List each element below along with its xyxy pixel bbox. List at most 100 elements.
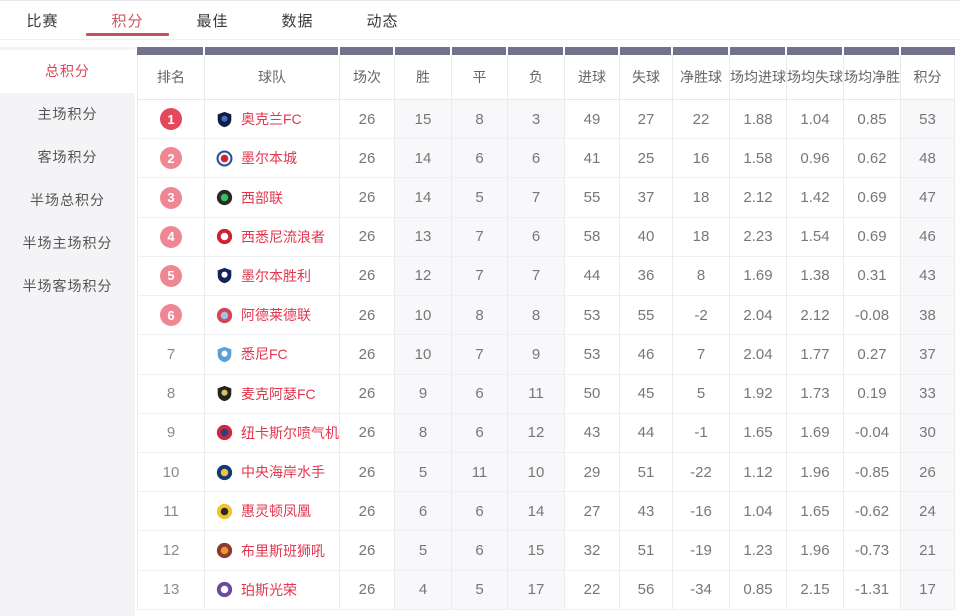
team-name-link[interactable]: 奥克兰FC bbox=[241, 111, 302, 128]
tab-item[interactable]: 动态 bbox=[366, 12, 399, 30]
tab-item[interactable]: 比赛 bbox=[26, 12, 59, 30]
cell-played: 26 bbox=[340, 452, 395, 493]
cell-avg_gf: 1.12 bbox=[730, 452, 787, 493]
cell-loss: 7 bbox=[508, 178, 565, 218]
column-header-strip bbox=[137, 47, 205, 55]
cell-draw: 5 bbox=[452, 178, 508, 218]
cell-avg_gd: 0.27 bbox=[844, 335, 901, 375]
team-logo-icon bbox=[216, 307, 233, 323]
cell-avg_gf: 1.58 bbox=[730, 139, 787, 179]
cell-draw: 6 bbox=[452, 374, 508, 414]
cell-rank: 9 bbox=[137, 413, 205, 453]
column-header: 排名 bbox=[137, 55, 205, 100]
cell-avg_ga: 1.96 bbox=[787, 452, 844, 493]
team-name-link[interactable]: 悉尼FC bbox=[241, 346, 288, 363]
cell-draw: 6 bbox=[452, 492, 508, 532]
cell-gd: -2 bbox=[673, 296, 730, 336]
cell-points: 24 bbox=[901, 492, 955, 532]
team-name-link[interactable]: 惠灵顿凤凰 bbox=[241, 503, 311, 520]
cell-team: 悉尼FC bbox=[205, 335, 340, 375]
tab-item[interactable]: 数据 bbox=[281, 12, 314, 30]
cell-played: 26 bbox=[340, 139, 395, 179]
cell-ga: 51 bbox=[620, 531, 673, 571]
rank-number: 8 bbox=[166, 385, 176, 403]
cell-ga: 40 bbox=[620, 217, 673, 257]
team-name-link[interactable]: 布里斯班狮吼 bbox=[241, 542, 325, 559]
cell-played: 26 bbox=[340, 178, 395, 218]
cell-avg_gd: -0.08 bbox=[844, 296, 901, 336]
cell-points: 30 bbox=[901, 413, 955, 453]
cell-gf: 32 bbox=[565, 531, 620, 571]
cell-win: 15 bbox=[395, 100, 452, 140]
cell-played: 26 bbox=[340, 335, 395, 375]
sidebar-item[interactable]: 半场总积分 bbox=[30, 192, 105, 208]
column-header: 积分 bbox=[901, 55, 955, 100]
cell-gf: 53 bbox=[565, 296, 620, 336]
cell-ga: 36 bbox=[620, 256, 673, 297]
cell-played: 26 bbox=[340, 217, 395, 257]
team-name-link[interactable]: 中央海岸水手 bbox=[241, 464, 325, 481]
cell-gd: -22 bbox=[673, 452, 730, 493]
sidebar: 总积分主场积分客场积分半场总积分半场主场积分 半场客场积分 bbox=[0, 47, 135, 616]
cell-loss: 6 bbox=[508, 139, 565, 179]
team-name-link[interactable]: 麦克阿瑟FC bbox=[241, 385, 316, 402]
tab-active[interactable]: 积分 bbox=[85, 1, 170, 39]
cell-avg_gd: 0.31 bbox=[844, 256, 901, 297]
cell-loss: 14 bbox=[508, 492, 565, 532]
cell-draw: 11 bbox=[452, 452, 508, 493]
cell-ga: 43 bbox=[620, 492, 673, 532]
column-header: 失球 bbox=[620, 55, 673, 100]
cell-team: 西悉尼流浪者 bbox=[205, 217, 340, 257]
sidebar-item-active[interactable]: 总积分 bbox=[0, 50, 135, 93]
team-logo-icon bbox=[216, 542, 233, 559]
team-name-link[interactable]: 纽卡斯尔喷气机 bbox=[241, 424, 339, 441]
cell-avg_gf: 2.12 bbox=[730, 178, 787, 218]
sidebar-item[interactable]: 半场主场积分 bbox=[22, 235, 113, 251]
cell-points: 26 bbox=[901, 452, 955, 493]
cell-avg_gd: 0.69 bbox=[844, 178, 901, 218]
team-logo-icon bbox=[216, 503, 233, 519]
cell-points: 53 bbox=[901, 100, 955, 140]
cell-points: 43 bbox=[901, 256, 955, 297]
cell-win: 14 bbox=[395, 178, 452, 218]
team-name-link[interactable]: 珀斯光荣 bbox=[241, 581, 297, 598]
cell-avg_gf: 1.04 bbox=[730, 492, 787, 532]
tab-item[interactable]: 最佳 bbox=[196, 12, 229, 30]
cell-played: 26 bbox=[340, 531, 395, 571]
cell-avg_ga: 1.73 bbox=[787, 374, 844, 414]
sidebar-item[interactable]: 客场积分 bbox=[37, 149, 98, 165]
team-name-link[interactable]: 墨尔本胜利 bbox=[241, 267, 311, 284]
team-name-link[interactable]: 墨尔本城 bbox=[241, 150, 297, 167]
cell-ga: 51 bbox=[620, 452, 673, 493]
team-logo-icon bbox=[216, 582, 233, 598]
sidebar-item[interactable]: 半场客场积分 bbox=[22, 278, 113, 294]
cell-avg_gf: 2.04 bbox=[730, 335, 787, 375]
cell-avg_ga: 0.96 bbox=[787, 139, 844, 179]
cell-avg_gd: -0.85 bbox=[844, 452, 901, 493]
cell-team: 中央海岸水手 bbox=[205, 452, 340, 493]
team-name-link[interactable]: 阿德莱德联 bbox=[241, 307, 311, 324]
team-logo-icon bbox=[217, 346, 232, 363]
cell-rank: 3 bbox=[137, 178, 205, 218]
cell-loss: 9 bbox=[508, 335, 565, 375]
team-name-link[interactable]: 西部联 bbox=[241, 189, 283, 206]
cell-avg_gd: 0.62 bbox=[844, 139, 901, 179]
cell-win: 5 bbox=[395, 452, 452, 493]
rank-number: 9 bbox=[166, 424, 176, 442]
team-name-link[interactable]: 西悉尼流浪者 bbox=[241, 228, 325, 245]
cell-points: 47 bbox=[901, 178, 955, 218]
cell-gd: 22 bbox=[673, 100, 730, 140]
column-header-strip bbox=[508, 47, 565, 55]
cell-team: 麦克阿瑟FC bbox=[205, 374, 340, 414]
cell-avg_ga: 1.65 bbox=[787, 492, 844, 532]
sidebar-item[interactable]: 主场积分 bbox=[37, 106, 98, 122]
cell-gf: 49 bbox=[565, 100, 620, 140]
standings-table: 排名 球队 场次胜平负进球 失球 净胜球 场均进球 场均失球 场均净胜 积分 1 奥克兰FC 26 15… bbox=[137, 47, 955, 610]
cell-avg_ga: 1.77 bbox=[787, 335, 844, 375]
cell-loss: 3 bbox=[508, 100, 565, 140]
top-nav: 比赛 积分 最佳 数据 动态 bbox=[0, 0, 960, 40]
cell-loss: 11 bbox=[508, 374, 565, 414]
rank-number: 12 bbox=[162, 542, 180, 560]
column-header: 平 bbox=[452, 55, 508, 100]
cell-gf: 22 bbox=[565, 570, 620, 610]
